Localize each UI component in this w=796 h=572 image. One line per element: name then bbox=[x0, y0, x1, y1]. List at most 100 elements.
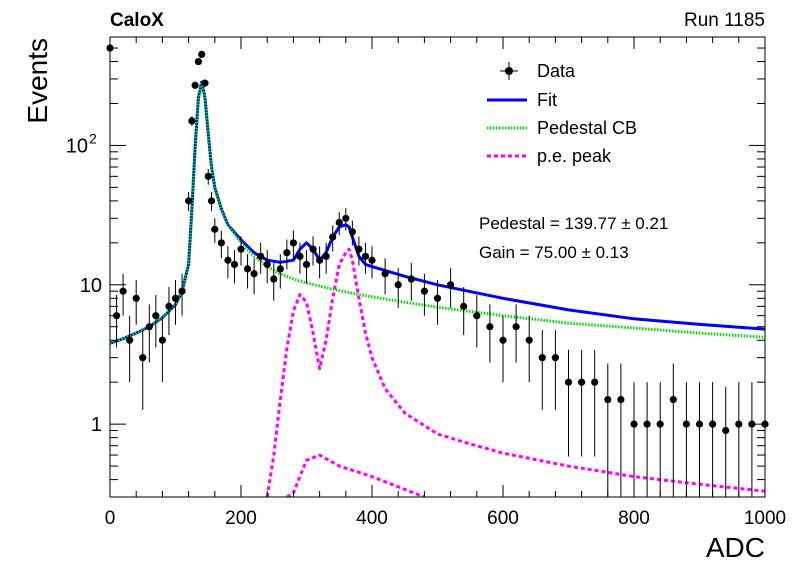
plot-frame bbox=[109, 36, 766, 498]
data-point-marker bbox=[204, 172, 212, 180]
data-point bbox=[656, 382, 664, 497]
data-point-marker bbox=[381, 270, 389, 278]
data-point bbox=[722, 386, 730, 497]
data-point-marker bbox=[329, 233, 337, 241]
legend-item-pedestal-cb: Pedestal CB bbox=[487, 118, 637, 138]
data-point bbox=[302, 250, 311, 284]
data-point-marker bbox=[551, 354, 560, 362]
data-point-marker bbox=[617, 395, 625, 404]
x-tick-label: 1000 bbox=[744, 508, 786, 529]
data-point-marker bbox=[709, 420, 717, 428]
data-point bbox=[132, 279, 140, 325]
data-point-marker bbox=[499, 336, 507, 344]
data-point-marker bbox=[119, 287, 127, 295]
data-point bbox=[126, 315, 134, 383]
data-point-marker bbox=[257, 252, 265, 260]
data-point-marker bbox=[322, 252, 330, 260]
x-tick-label: 800 bbox=[618, 508, 650, 529]
data-point-marker bbox=[355, 245, 363, 253]
data-point-marker bbox=[512, 323, 520, 331]
data-point bbox=[564, 349, 573, 457]
data-point bbox=[309, 236, 317, 266]
data-point bbox=[617, 363, 625, 497]
data-point bbox=[152, 294, 160, 348]
data-point-marker bbox=[276, 265, 284, 273]
data-point-marker bbox=[283, 249, 291, 257]
data-point bbox=[329, 225, 337, 252]
series-p-e-peak-tail-line bbox=[286, 453, 425, 497]
data-point bbox=[630, 382, 638, 497]
data-point bbox=[709, 382, 717, 497]
data-point bbox=[185, 192, 193, 212]
data-point-marker bbox=[460, 302, 468, 310]
data-point bbox=[158, 315, 166, 383]
data-point-marker bbox=[656, 420, 664, 428]
data-point-marker bbox=[198, 50, 206, 59]
data-point-marker bbox=[237, 245, 245, 253]
y-tick-label: 10 bbox=[66, 135, 88, 157]
data-point-marker bbox=[316, 256, 324, 264]
legend-item-data: Data bbox=[500, 61, 576, 81]
data-point bbox=[289, 230, 297, 259]
data-point bbox=[394, 268, 402, 308]
data-point-marker bbox=[420, 287, 428, 295]
data-point bbox=[335, 211, 343, 236]
data-point bbox=[139, 330, 147, 410]
data-point bbox=[194, 57, 203, 66]
data-point bbox=[316, 246, 324, 279]
data-point-marker bbox=[194, 57, 203, 66]
data-point-marker bbox=[224, 256, 232, 264]
x-tick-label: 0 bbox=[105, 508, 116, 529]
y-tick-label-exponent: 2 bbox=[89, 130, 97, 146]
y-tick-label: 1 bbox=[91, 414, 102, 436]
data-point-marker bbox=[145, 323, 153, 331]
data-point bbox=[538, 330, 546, 410]
data-point-marker bbox=[695, 420, 704, 428]
data-point-marker bbox=[578, 378, 586, 386]
data-point-marker bbox=[682, 420, 691, 428]
data-point bbox=[381, 258, 389, 295]
data-point bbox=[165, 286, 173, 336]
data-point bbox=[171, 279, 180, 325]
data-point bbox=[217, 230, 225, 259]
x-tick-label: 600 bbox=[487, 508, 519, 529]
legend-data-marker bbox=[505, 67, 513, 75]
data-point bbox=[499, 315, 507, 383]
data-point-marker bbox=[165, 302, 173, 310]
data-point bbox=[355, 236, 363, 266]
legend-item-fit: Fit bbox=[487, 90, 557, 110]
y-tick-label: 10 bbox=[80, 275, 102, 297]
data-point bbox=[551, 330, 560, 410]
data-point-marker bbox=[178, 287, 186, 295]
legend-label-pedestal-cb: Pedestal CB bbox=[537, 118, 637, 138]
data-point bbox=[348, 220, 356, 246]
series-pedestal-cb-line bbox=[110, 80, 765, 345]
data-point-marker bbox=[230, 260, 239, 269]
data-point bbox=[669, 363, 677, 497]
data-point bbox=[447, 268, 455, 308]
data-point bbox=[178, 273, 186, 316]
data-point-marker bbox=[473, 312, 481, 320]
data-point-marker bbox=[643, 420, 651, 428]
data-point bbox=[578, 349, 586, 457]
data-point-marker bbox=[302, 260, 311, 269]
data-point-marker bbox=[735, 420, 743, 428]
legend: Data Fit Pedestal CB p.e. peak bbox=[487, 61, 637, 166]
data-point bbox=[224, 246, 232, 279]
data-point-marker bbox=[525, 336, 533, 344]
data-point bbox=[250, 258, 258, 295]
data-point bbox=[695, 382, 704, 497]
data-point-marker bbox=[152, 312, 160, 320]
data-point bbox=[682, 382, 691, 497]
data-point bbox=[207, 192, 216, 212]
legend-label-fit: Fit bbox=[537, 90, 557, 110]
data-point bbox=[735, 382, 743, 497]
data-point-marker bbox=[433, 294, 442, 302]
data-point-marker bbox=[538, 354, 546, 362]
data-point-marker bbox=[564, 378, 573, 386]
annotation-gain: Gain = 75.00 ± 0.13 bbox=[479, 243, 629, 262]
data-point-marker bbox=[185, 197, 193, 205]
data-point-marker bbox=[289, 239, 297, 247]
chart-marks bbox=[106, 44, 769, 497]
x-axis-label: ADC bbox=[706, 532, 765, 563]
